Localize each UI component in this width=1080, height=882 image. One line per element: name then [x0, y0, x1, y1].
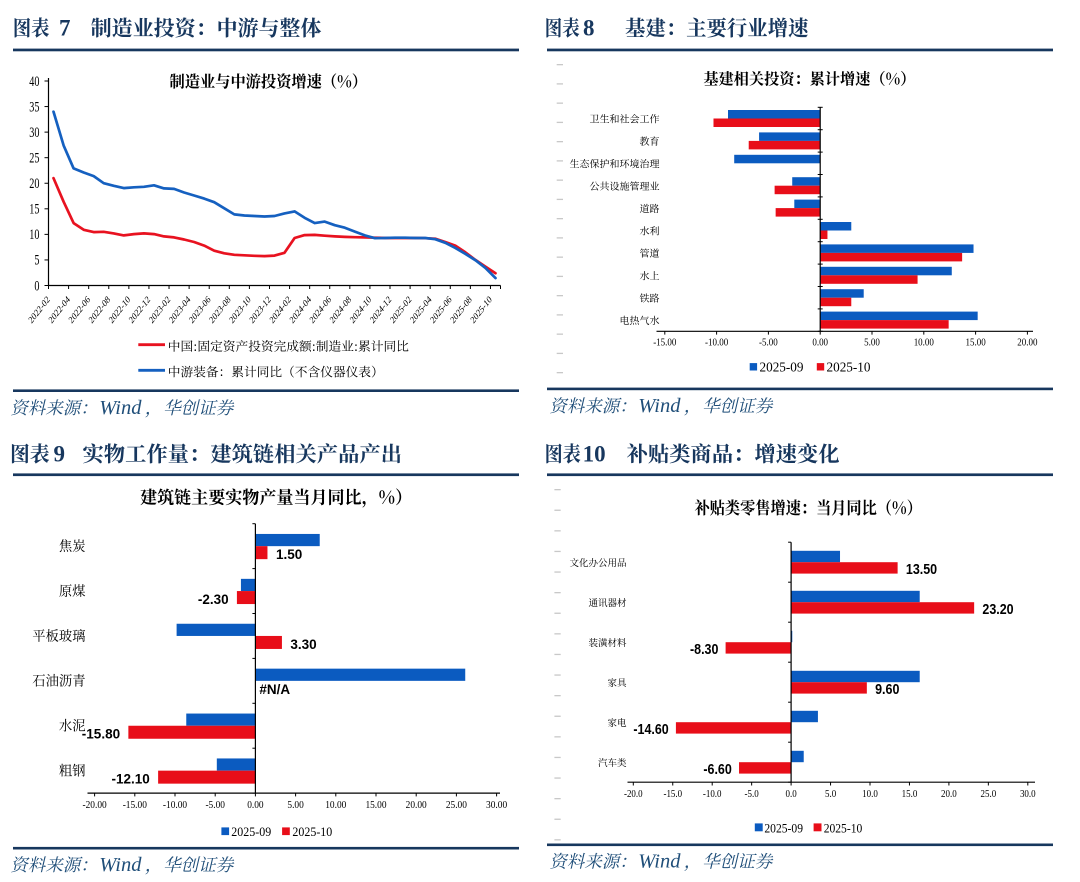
svg-text:25: 25 — [29, 151, 39, 167]
svg-text:10: 10 — [583, 442, 606, 467]
svg-text:15: 15 — [29, 202, 39, 218]
svg-text:20.0: 20.0 — [941, 789, 957, 800]
svg-text:-20.0: -20.0 — [624, 789, 643, 800]
svg-text:-5.0: -5.0 — [745, 789, 759, 800]
svg-text:2025-10: 2025-10 — [824, 820, 863, 835]
svg-text:Wind: Wind — [99, 397, 142, 419]
svg-text:2023-06: 2023-06 — [187, 293, 212, 325]
svg-text:2022-06: 2022-06 — [67, 293, 92, 325]
svg-text:20: 20 — [29, 176, 39, 192]
svg-text:Wind: Wind — [638, 851, 681, 873]
svg-text:0.00: 0.00 — [247, 800, 263, 811]
svg-text:Wind: Wind — [99, 854, 142, 876]
svg-text:2025-10: 2025-10 — [827, 359, 871, 374]
svg-text:7: 7 — [59, 16, 71, 41]
svg-text:2022-02: 2022-02 — [27, 293, 52, 325]
svg-text:2023-12: 2023-12 — [248, 293, 273, 325]
svg-text:2025-06: 2025-06 — [428, 293, 453, 325]
svg-text:13.50: 13.50 — [906, 561, 937, 578]
svg-text:2024-10: 2024-10 — [348, 293, 373, 325]
svg-text:23.20: 23.20 — [982, 601, 1013, 618]
svg-text:2024-02: 2024-02 — [268, 293, 293, 325]
svg-text:2022-08: 2022-08 — [87, 293, 112, 325]
svg-text:2025-09: 2025-09 — [760, 359, 804, 374]
svg-text:-14.60: -14.60 — [633, 721, 668, 738]
svg-text:5.0: 5.0 — [825, 789, 836, 800]
svg-text:9.60: 9.60 — [875, 681, 899, 698]
svg-text:10.00: 10.00 — [914, 338, 934, 349]
svg-text:2024-08: 2024-08 — [328, 293, 353, 325]
svg-text:10: 10 — [29, 227, 39, 243]
svg-text:2025-04: 2025-04 — [408, 293, 433, 325]
svg-text:#N/A: #N/A — [259, 682, 290, 698]
svg-text:8: 8 — [583, 16, 595, 41]
svg-text:5: 5 — [34, 253, 39, 269]
svg-text:Wind: Wind — [638, 395, 681, 417]
svg-text:25.00: 25.00 — [446, 800, 467, 811]
svg-text:2025-10: 2025-10 — [292, 824, 332, 839]
svg-text:0.0: 0.0 — [786, 789, 797, 800]
svg-text:0.00: 0.00 — [812, 338, 828, 349]
svg-text:-8.30: -8.30 — [690, 641, 718, 658]
svg-text:2025-08: 2025-08 — [449, 293, 474, 325]
svg-text:-15.00: -15.00 — [123, 800, 147, 811]
svg-text:-15.80: -15.80 — [82, 727, 120, 743]
svg-text:0: 0 — [34, 278, 39, 294]
svg-text:-10.00: -10.00 — [705, 338, 728, 349]
svg-text:30.00: 30.00 — [486, 800, 507, 811]
svg-text:-12.10: -12.10 — [112, 772, 150, 788]
svg-text:2022-12: 2022-12 — [127, 293, 152, 325]
svg-text:15.00: 15.00 — [966, 338, 986, 349]
svg-text:35: 35 — [29, 99, 39, 115]
svg-text:2025-02: 2025-02 — [388, 293, 413, 325]
svg-text:2025-09: 2025-09 — [231, 824, 271, 839]
svg-text:2023-04: 2023-04 — [167, 293, 192, 325]
svg-text:15.00: 15.00 — [365, 800, 386, 811]
svg-text:20.00: 20.00 — [406, 800, 427, 811]
svg-text:40: 40 — [29, 74, 39, 90]
svg-text:2025-09: 2025-09 — [764, 820, 803, 835]
svg-text:5.00: 5.00 — [864, 338, 880, 349]
svg-text:10.0: 10.0 — [862, 789, 878, 800]
svg-text:20.00: 20.00 — [1017, 338, 1037, 349]
svg-text:9: 9 — [54, 442, 66, 467]
svg-text:2024-12: 2024-12 — [368, 293, 393, 325]
svg-text:-15.0: -15.0 — [664, 789, 683, 800]
svg-text:15.0: 15.0 — [902, 789, 918, 800]
svg-text:-10.00: -10.00 — [163, 800, 187, 811]
svg-text:1.50: 1.50 — [276, 547, 302, 563]
svg-text:2023-08: 2023-08 — [207, 293, 232, 325]
svg-text:2022-04: 2022-04 — [47, 293, 72, 325]
svg-text:2025-10: 2025-10 — [469, 293, 494, 325]
svg-text:25.0: 25.0 — [981, 789, 997, 800]
svg-text:3.30: 3.30 — [290, 637, 316, 653]
svg-text:-10.0: -10.0 — [703, 789, 722, 800]
svg-text:10.00: 10.00 — [325, 800, 346, 811]
svg-text:-6.60: -6.60 — [703, 761, 731, 778]
svg-text:5.00: 5.00 — [287, 800, 303, 811]
svg-text:-2.30: -2.30 — [198, 592, 229, 608]
svg-text:-5.00: -5.00 — [759, 338, 778, 349]
svg-text:30.0: 30.0 — [1020, 789, 1036, 800]
svg-text:-5.00: -5.00 — [205, 800, 225, 811]
svg-text:-15.00: -15.00 — [653, 338, 676, 349]
svg-text:30: 30 — [29, 125, 39, 141]
svg-text:-20.00: -20.00 — [83, 800, 107, 811]
svg-text:2024-06: 2024-06 — [308, 293, 333, 325]
svg-text:2023-10: 2023-10 — [228, 293, 253, 325]
svg-text:2023-02: 2023-02 — [147, 293, 172, 325]
